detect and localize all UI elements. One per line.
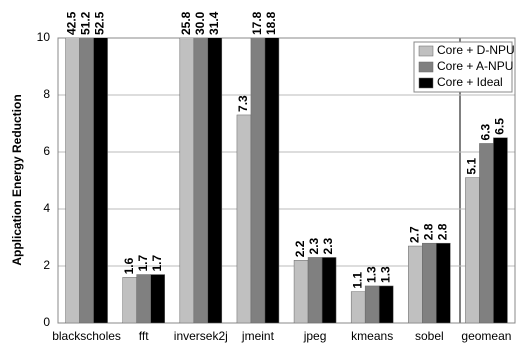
x-tick-label: kmeans [351, 329, 393, 343]
y-tick-label: 6 [43, 144, 50, 158]
value-label: 2.2 [293, 240, 307, 257]
value-label: 42.5 [65, 11, 79, 35]
bar [293, 260, 309, 323]
bar [122, 277, 137, 323]
value-label: 5.1 [465, 158, 479, 175]
bar [79, 38, 94, 323]
bar [364, 285, 380, 323]
value-label: 2.8 [435, 223, 449, 240]
y-tick-label: 8 [43, 87, 50, 101]
value-label: 1.3 [364, 266, 378, 283]
value-label: 52.5 [93, 11, 107, 35]
bar [350, 291, 366, 323]
value-label: 31.4 [207, 11, 221, 35]
bar [136, 274, 151, 323]
value-label: 6.5 [493, 118, 507, 135]
bar [307, 257, 323, 323]
legend-swatch [418, 77, 434, 89]
legend-swatch [418, 61, 434, 73]
value-label: 17.8 [250, 11, 264, 35]
value-label: 2.3 [321, 237, 335, 254]
bar [179, 38, 195, 323]
bar [321, 257, 337, 323]
y-tick-label: 10 [37, 30, 51, 44]
legend-label: Core + Ideal [437, 75, 503, 89]
value-label: 2.3 [307, 237, 321, 254]
value-label: 1.1 [350, 272, 364, 289]
bar [93, 38, 108, 323]
legend-swatch [418, 45, 434, 57]
bar [436, 242, 451, 323]
y-axis-label: Application Energy Reduction [10, 94, 24, 265]
bar [493, 137, 508, 323]
y-tick-label: 2 [43, 258, 50, 272]
x-tick-label: geomean [461, 329, 511, 343]
bar [465, 177, 480, 323]
bar [422, 242, 437, 323]
x-tick-label: sobel [415, 329, 444, 343]
value-label: 30.0 [193, 11, 207, 35]
plot-frame [57, 37, 516, 324]
value-label: 2.7 [407, 226, 421, 243]
bar [408, 245, 423, 323]
bar [378, 285, 394, 323]
x-tick-label: jmeint [241, 329, 275, 343]
value-label: 2.8 [421, 223, 435, 240]
x-tick-label: jpeg [303, 329, 327, 343]
value-label: 18.8 [264, 11, 278, 35]
bars [65, 38, 508, 323]
bar [250, 38, 266, 323]
bar [479, 143, 494, 323]
x-tick-label: blackscholes [52, 329, 121, 343]
bar [150, 274, 165, 323]
value-label: 1.7 [150, 255, 164, 272]
x-tick-label: inversek2j [174, 329, 228, 343]
value-label: 1.6 [122, 257, 136, 274]
value-label: 51.2 [79, 11, 93, 35]
legend-label: Core + D-NPU [437, 43, 515, 57]
y-tick-label: 4 [43, 201, 50, 215]
value-label: 7.3 [236, 95, 250, 112]
value-label: 1.7 [136, 255, 150, 272]
value-label: 25.8 [179, 11, 193, 35]
bar [207, 38, 223, 323]
y-tick-label: 0 [43, 315, 50, 329]
bar [264, 38, 280, 323]
x-tick-label: fft [139, 329, 149, 343]
legend-label: Core + A-NPU [437, 59, 513, 73]
value-label: 6.3 [479, 123, 493, 140]
value-label: 1.3 [378, 266, 392, 283]
bar [193, 38, 209, 323]
bar [236, 114, 252, 323]
bar [65, 38, 80, 323]
